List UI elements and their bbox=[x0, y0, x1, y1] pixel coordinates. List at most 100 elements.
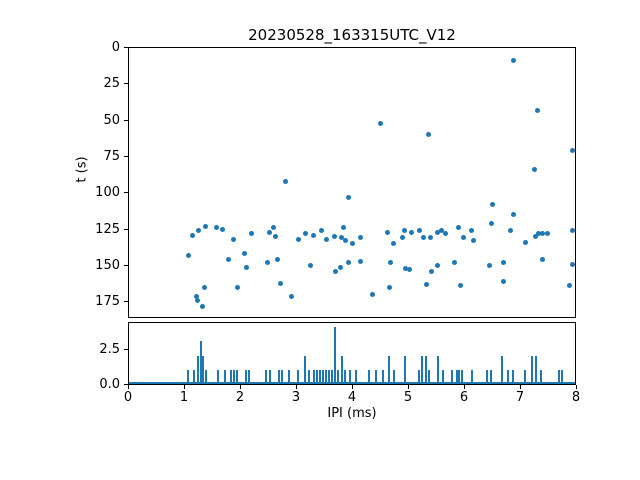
scatter-point bbox=[488, 220, 494, 226]
y-tick-label: 2.5 bbox=[99, 341, 120, 357]
y-tick-label: 0 bbox=[111, 40, 120, 55]
scatter-point bbox=[185, 252, 191, 258]
scatter-point bbox=[332, 234, 338, 240]
x-tick-mark bbox=[184, 385, 185, 389]
scatter-point bbox=[539, 257, 545, 263]
scatter-point bbox=[570, 228, 576, 234]
x-tick-label: 6 bbox=[459, 390, 469, 405]
histogram-bar bbox=[327, 369, 330, 384]
histogram-bar bbox=[458, 369, 461, 384]
histogram-bar bbox=[460, 369, 463, 384]
x-tick-label: 8 bbox=[571, 390, 581, 405]
scatter-point bbox=[501, 260, 507, 266]
scatter-point bbox=[402, 228, 408, 234]
histogram-bar bbox=[470, 369, 473, 384]
scatter-point bbox=[357, 258, 363, 264]
histogram-bar bbox=[420, 355, 423, 384]
x-tick-mark bbox=[128, 385, 129, 389]
scatter-point bbox=[357, 235, 363, 241]
histogram-bar bbox=[202, 355, 205, 384]
x-tick-mark bbox=[240, 385, 241, 389]
histogram-bar bbox=[245, 369, 248, 384]
scatter-point bbox=[570, 148, 576, 154]
scatter-point bbox=[408, 229, 414, 235]
histogram-bar bbox=[486, 369, 489, 384]
y-tick-mark bbox=[124, 83, 128, 85]
histogram-bar bbox=[186, 369, 189, 384]
scatter-point bbox=[338, 235, 344, 241]
scatter-point bbox=[451, 260, 457, 266]
x-tick-mark bbox=[408, 385, 409, 389]
scatter-point bbox=[511, 212, 517, 218]
scatter-point bbox=[442, 231, 448, 237]
histogram-panel bbox=[128, 322, 576, 385]
histogram-bar bbox=[334, 327, 337, 384]
scatter-point bbox=[403, 266, 409, 272]
y-tick-label: 0.0 bbox=[99, 377, 120, 392]
scatter-point bbox=[308, 263, 313, 269]
histogram-bar bbox=[288, 369, 291, 384]
scatter-point bbox=[338, 264, 344, 270]
histogram-bar bbox=[200, 341, 203, 384]
scatter-point bbox=[341, 225, 347, 231]
scatter-point bbox=[490, 202, 495, 208]
x-tick-label: 5 bbox=[403, 390, 413, 405]
x-tick-mark bbox=[576, 385, 577, 389]
histogram-bar bbox=[436, 355, 439, 384]
histogram-bar bbox=[247, 369, 250, 384]
histogram-bar bbox=[523, 369, 526, 384]
y-tick-label: 175 bbox=[95, 294, 120, 310]
y-tick-mark bbox=[124, 348, 128, 350]
histogram-bar bbox=[489, 369, 492, 384]
histogram-bar bbox=[507, 369, 510, 384]
scatter-point bbox=[310, 232, 316, 238]
histogram-bar bbox=[297, 369, 300, 384]
x-tick-label: 2 bbox=[235, 390, 245, 405]
scatter-point bbox=[399, 235, 405, 241]
scatter-point bbox=[507, 228, 513, 234]
histogram-bar bbox=[316, 369, 319, 384]
x-tick-label: 0 bbox=[123, 390, 133, 405]
scatter-point bbox=[388, 260, 394, 266]
y-tick-mark bbox=[124, 192, 128, 194]
scatter-point bbox=[244, 264, 250, 270]
histogram-bar bbox=[236, 369, 239, 384]
scatter-point bbox=[421, 235, 427, 241]
y-tick-label: 25 bbox=[103, 76, 120, 92]
scatter-point bbox=[274, 257, 280, 263]
x-tick-label: 1 bbox=[179, 390, 189, 405]
histogram-bar bbox=[348, 369, 351, 384]
scatter-point bbox=[534, 107, 540, 113]
scatter-point bbox=[346, 194, 352, 200]
chart-title: 20230528_163315UTC_V12 bbox=[248, 26, 456, 44]
histogram-bar bbox=[312, 369, 315, 384]
scatter-point bbox=[264, 260, 270, 266]
histogram-bar bbox=[425, 355, 428, 384]
y-tick-mark bbox=[124, 47, 128, 48]
scatter-point bbox=[523, 239, 529, 245]
y-tick-label: 125 bbox=[95, 221, 120, 237]
scatter-point bbox=[202, 284, 208, 290]
histogram-bar bbox=[531, 355, 534, 384]
histogram-bar bbox=[418, 369, 421, 384]
scatter-point bbox=[231, 236, 237, 242]
scatter-point bbox=[427, 235, 433, 241]
x-tick-label: 4 bbox=[347, 390, 357, 405]
scatter-point bbox=[324, 236, 330, 242]
histogram-bar bbox=[450, 369, 453, 384]
scatter-point bbox=[346, 260, 352, 266]
histogram-bar bbox=[337, 369, 340, 384]
scatter-point bbox=[470, 238, 476, 244]
scatter-point bbox=[193, 293, 199, 299]
y-tick-label: 100 bbox=[95, 185, 120, 201]
histogram-bar bbox=[428, 369, 431, 384]
histogram-bar bbox=[392, 369, 395, 384]
scatter-point bbox=[220, 226, 226, 232]
scatter-point bbox=[423, 282, 429, 287]
histogram-baseline bbox=[129, 382, 575, 384]
y-tick-mark bbox=[124, 228, 128, 230]
histogram-bar bbox=[500, 355, 503, 384]
scatter-panel bbox=[128, 47, 576, 318]
scatter-point bbox=[195, 298, 201, 303]
scatter-point bbox=[469, 228, 475, 234]
